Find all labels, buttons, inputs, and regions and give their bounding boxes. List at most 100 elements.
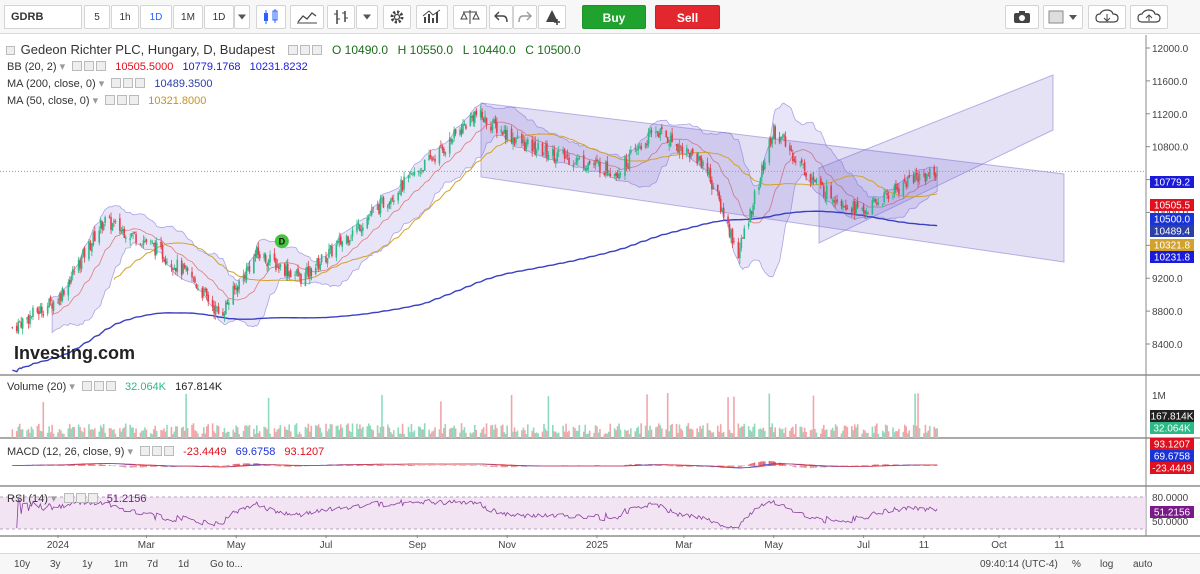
interval-dropdown-value[interactable]: 1D <box>204 5 234 29</box>
remove-icon[interactable] <box>312 45 323 55</box>
gear-icon[interactable] <box>383 5 411 29</box>
candle-body <box>216 306 218 308</box>
range-1d[interactable]: 1d <box>178 559 190 570</box>
eye-icon[interactable] <box>81 381 92 391</box>
settings-icon[interactable] <box>152 446 163 456</box>
indicators-icon[interactable] <box>416 5 448 29</box>
interval-1h[interactable]: 1h <box>111 5 139 29</box>
eye-icon[interactable] <box>63 493 74 503</box>
volume-bar <box>658 423 660 438</box>
candle-body <box>205 288 208 296</box>
remove-icon[interactable] <box>96 61 107 71</box>
candle <box>669 131 672 148</box>
candle <box>328 243 330 259</box>
time-tick-label: Nov <box>498 540 516 551</box>
eye-icon[interactable] <box>288 45 299 55</box>
range-1y[interactable]: 1y <box>82 559 93 570</box>
settings-icon[interactable] <box>123 78 134 88</box>
candle-body <box>624 156 626 177</box>
time-tick-label: 11 <box>1054 540 1065 551</box>
candle <box>769 136 772 148</box>
redo-icon[interactable] <box>513 5 537 29</box>
eye-icon[interactable] <box>140 446 151 456</box>
volume-bar <box>883 432 885 438</box>
volume-bar <box>444 424 447 438</box>
symbol-input[interactable]: GDRB <box>4 5 82 29</box>
candle-body <box>650 130 653 133</box>
candle-body <box>242 274 245 282</box>
candle-body <box>833 200 835 203</box>
volume-bar <box>618 423 620 438</box>
remove-icon[interactable] <box>105 381 116 391</box>
instrument-title: Gedeon Richter PLC, Hungary, D, Budapest <box>20 42 275 57</box>
macd-histogram-bar <box>444 465 447 467</box>
range-3y[interactable]: 3y <box>50 559 61 570</box>
settings-icon[interactable] <box>75 493 86 503</box>
log-toggle[interactable]: log <box>1100 559 1114 570</box>
candle-body <box>716 184 719 192</box>
volume-bar <box>29 432 31 438</box>
volume-bar <box>923 433 925 438</box>
candle <box>603 171 606 177</box>
goto-button[interactable]: Go to... <box>210 559 243 570</box>
range-10y[interactable]: 10y <box>14 559 31 570</box>
interval-1d[interactable]: 1D <box>140 5 172 29</box>
ma200-label: MA (200, close, 0) <box>7 78 96 90</box>
alert-icon[interactable] <box>538 5 566 29</box>
settings-icon[interactable] <box>300 45 311 55</box>
volume-bar <box>809 430 812 438</box>
sell-button[interactable]: Sell <box>655 5 720 29</box>
macd-histogram-bar <box>123 465 125 468</box>
chevron-down-icon[interactable] <box>356 5 378 29</box>
cloud-download-icon[interactable] <box>1088 5 1126 29</box>
color-icon[interactable] <box>1043 5 1083 29</box>
volume-bar <box>490 425 492 438</box>
macd-histogram-bar <box>768 460 771 466</box>
remove-icon[interactable] <box>135 78 146 88</box>
candle-body <box>537 142 539 150</box>
remove-icon[interactable] <box>87 493 98 503</box>
candles-icon[interactable] <box>256 5 286 29</box>
chart-canvas[interactable]: 12000.011600.011200.010800.010400.010000… <box>0 35 1200 553</box>
eye-icon[interactable] <box>111 78 122 88</box>
volume-bar <box>795 424 797 438</box>
candle-body <box>599 162 601 174</box>
volume-bar <box>606 433 609 438</box>
volume-bar <box>141 430 143 438</box>
candle-body <box>275 258 277 270</box>
chart-area[interactable]: 12000.011600.011200.010800.010400.010000… <box>0 35 1200 553</box>
interval-1m[interactable]: 1M <box>173 5 203 29</box>
bars-icon[interactable] <box>327 5 355 29</box>
line-chart-icon[interactable] <box>290 5 324 29</box>
chevron-down-icon[interactable] <box>234 5 250 29</box>
eye-icon[interactable] <box>72 61 83 71</box>
candle <box>758 183 760 195</box>
volume-bar <box>790 428 793 438</box>
percent-toggle[interactable]: % <box>1072 559 1081 570</box>
candle-body <box>314 268 317 274</box>
undo-icon[interactable] <box>489 5 513 29</box>
range-1m[interactable]: 1m <box>114 559 128 570</box>
volume-bar <box>534 433 536 438</box>
cloud-upload-icon[interactable] <box>1130 5 1168 29</box>
remove-icon[interactable] <box>129 95 140 105</box>
candle <box>491 119 494 134</box>
settings-icon[interactable] <box>117 95 128 105</box>
collapse-icon[interactable] <box>6 46 15 55</box>
candle-body <box>186 268 189 271</box>
settings-icon[interactable] <box>84 61 95 71</box>
ma200-line <box>12 210 938 373</box>
eye-icon[interactable] <box>105 95 116 105</box>
camera-icon[interactable] <box>1005 5 1039 29</box>
auto-toggle[interactable]: auto <box>1133 559 1153 570</box>
compare-icon[interactable] <box>453 5 487 29</box>
range-7d[interactable]: 7d <box>147 559 159 570</box>
volume-bar <box>739 428 741 438</box>
candle-body <box>130 233 133 237</box>
remove-icon[interactable] <box>164 446 175 456</box>
settings-icon[interactable] <box>93 381 104 391</box>
volume-bar <box>584 424 587 438</box>
interval-5[interactable]: 5 <box>84 5 110 29</box>
volume-bar <box>680 428 682 438</box>
buy-button[interactable]: Buy <box>582 5 646 29</box>
